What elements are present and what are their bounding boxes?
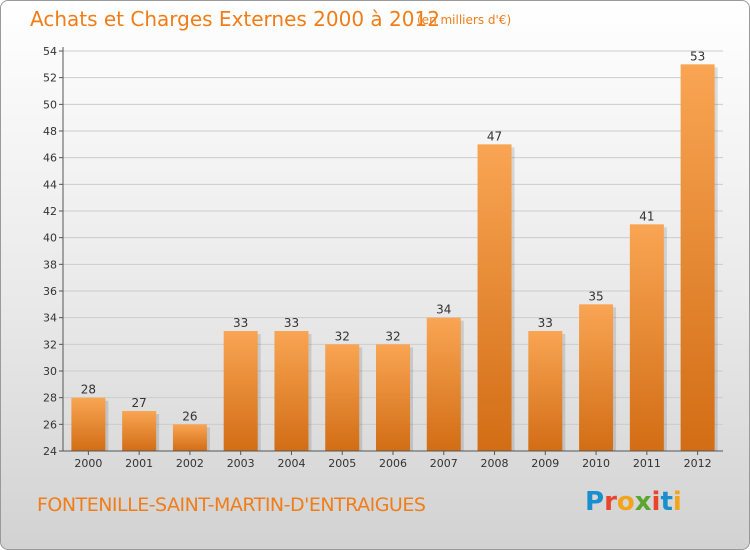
bar [71, 397, 106, 451]
bar-value-label: 33 [233, 316, 248, 330]
bar-value-label: 28 [81, 383, 96, 397]
bar-value-label: 33 [538, 316, 553, 330]
logo-letter: P [585, 487, 605, 517]
bar [629, 224, 664, 451]
y-tick-label: 34 [43, 312, 57, 325]
bar [223, 331, 258, 451]
bar [325, 344, 360, 451]
bar-value-label: 53 [690, 49, 705, 63]
y-tick-label: 54 [43, 45, 57, 58]
bar [477, 144, 512, 452]
logo-letter: i [651, 487, 661, 517]
y-tick-label: 28 [43, 392, 57, 405]
bar-value-label: 32 [335, 329, 350, 343]
bar [680, 64, 715, 452]
commune-name: FONTENILLE-SAINT-MARTIN-D'ENTRAIGUES [37, 494, 426, 516]
chart-subtitle: (en milliers d'€) [417, 13, 512, 27]
y-tick-label: 36 [43, 285, 57, 298]
bar [172, 424, 207, 451]
logo-letter: o [616, 487, 635, 517]
y-tick-label: 48 [43, 125, 57, 138]
x-tick-label: 2000 [74, 457, 102, 470]
y-tick-label: 46 [43, 152, 57, 165]
y-tick-label: 26 [43, 418, 57, 431]
y-tick-label: 50 [43, 98, 57, 111]
bar-value-label: 27 [132, 396, 147, 410]
bar-value-label: 35 [588, 289, 603, 303]
bar [274, 331, 309, 451]
x-tick-label: 2003 [227, 457, 255, 470]
bar [376, 344, 410, 451]
x-tick-label: 2012 [684, 457, 712, 470]
x-tick-label: 2007 [430, 457, 458, 470]
logo-letter: r [604, 487, 617, 517]
logo-letter: t [660, 487, 673, 517]
y-tick-label: 30 [43, 365, 57, 378]
y-tick-label: 32 [43, 338, 57, 351]
x-tick-label: 2005 [328, 457, 356, 470]
x-tick-label: 2002 [176, 457, 204, 470]
bar-value-label: 32 [385, 329, 400, 343]
logo-letter: i [672, 487, 682, 517]
bars: 28 27 26 33 33 32 32 34 47 33 35 41 53 [71, 49, 718, 452]
bar-value-label: 26 [182, 409, 197, 423]
y-tick-label: 44 [43, 178, 57, 191]
axes: 24 26 28 30 32 34 36 38 40 42 44 46 48 50 52 54 2000 2001… [43, 45, 723, 470]
bar [579, 304, 614, 451]
bar [528, 331, 563, 451]
x-tick-label: 2008 [481, 457, 509, 470]
y-tick-label: 24 [43, 445, 57, 458]
logo-letter: x [634, 487, 652, 517]
y-tick-label: 52 [43, 72, 57, 85]
x-tick-label: 2009 [531, 457, 559, 470]
bar-value-label: 34 [436, 303, 451, 317]
bar-value-label: 33 [284, 316, 299, 330]
proxiti-logo: Proxiti [585, 487, 682, 517]
y-tick-label: 40 [43, 232, 57, 245]
y-tick-label: 38 [43, 258, 57, 271]
bar [122, 411, 157, 451]
x-tick-label: 2010 [582, 457, 610, 470]
x-tick-label: 2006 [379, 457, 407, 470]
bar-value-label: 47 [487, 129, 502, 143]
bar [426, 317, 461, 451]
x-tick-label: 2004 [277, 457, 305, 470]
bar-value-label: 41 [639, 209, 654, 223]
x-tick-label: 2001 [125, 457, 153, 470]
y-tick-label: 42 [43, 205, 57, 218]
x-tick-label: 2011 [633, 457, 661, 470]
chart-title: Achats et Charges Externes 2000 à 2012 [30, 7, 440, 31]
